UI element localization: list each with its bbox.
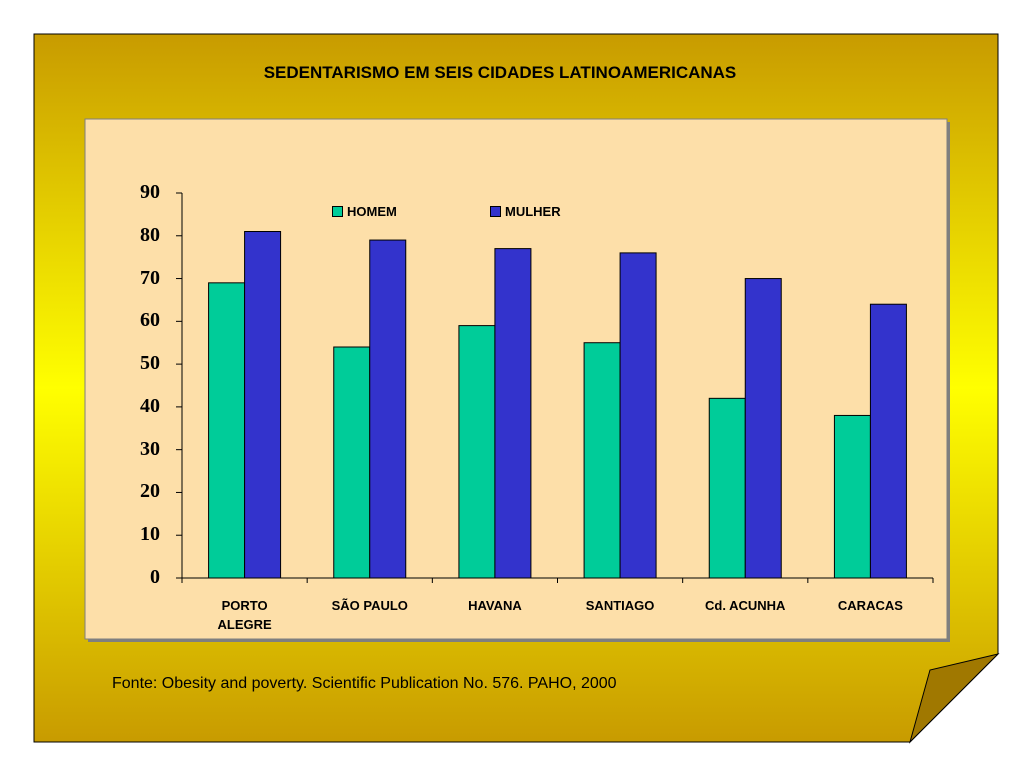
x-tick-label: SÃO PAULO [331,598,408,613]
page-curl [909,653,1000,744]
x-tick-label: PORTO ALEGRE [217,598,272,632]
y-tick-label: 50 [140,352,160,375]
legend-swatch-mulher [490,206,501,217]
bar-homem [333,346,371,579]
bar-homem [708,397,746,579]
y-tick-label: 70 [140,266,160,289]
bar-homem [208,282,246,579]
x-tick-label: HAVANA [468,598,522,613]
bar-mulher [244,231,282,579]
legend-label-homem: HOMEM [347,204,397,219]
source-note: Fonte: Obesity and poverty. Scientific P… [112,675,617,692]
bar-mulher [869,303,907,579]
bar-mulher [369,239,407,579]
bar-mulher [744,278,782,579]
bar-homem [458,325,496,579]
chart-bars [208,231,907,579]
chart-axes [176,192,934,583]
y-tick-label: 20 [140,480,160,503]
legend-swatch-homem [332,206,343,217]
y-tick-label: 60 [140,309,160,332]
chart-title: SEDENTARISMO EM SEIS CIDADES LATINOAMERI… [263,63,737,82]
y-tick-label: 30 [140,437,160,460]
x-tick-label: CARACAS [837,598,903,613]
legend-item-mulher: MULHER [490,204,561,219]
x-tick-label: Cd. ACUNHA [705,598,786,613]
bar-mulher [494,248,532,579]
legend-label-mulher: MULHER [505,204,561,219]
bar-homem [583,342,621,579]
legend-item-homem: HOMEM [332,204,397,219]
y-tick-label: 90 [140,181,160,203]
y-tick-label: 40 [140,394,160,417]
bar-mulher [619,252,657,579]
y-tick-label: 10 [140,523,160,546]
bar-homem [833,414,871,579]
y-tick-label: 0 [150,566,160,588]
x-tick-label: SANTIAGO [585,598,655,613]
y-tick-label: 80 [140,223,160,246]
